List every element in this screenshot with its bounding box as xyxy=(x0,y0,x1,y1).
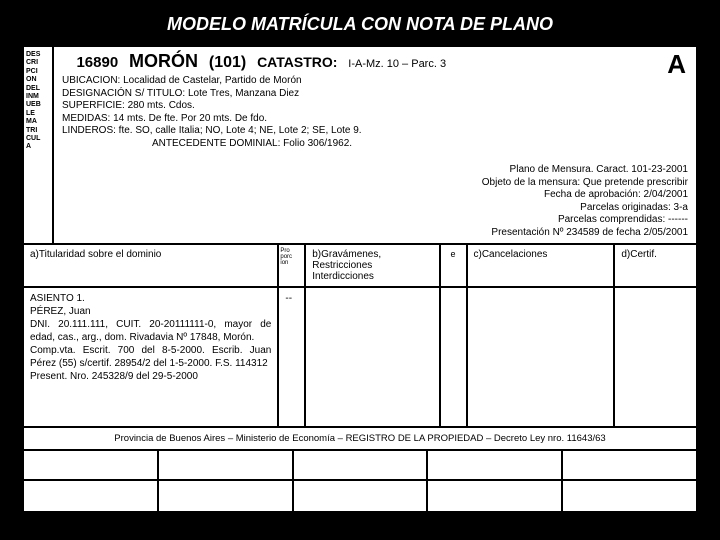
col-b-header: b)Gravámenes, Restricciones Interdiccion… xyxy=(306,245,440,286)
plano-l6: Presentación Nº 234589 de fecha 2/05/200… xyxy=(62,227,688,240)
page-title: MODELO MATRÍCULA CON NOTA DE PLANO xyxy=(22,14,698,35)
catastro-label: CATASTRO: xyxy=(257,54,337,70)
plano-l1: Plano de Mensura. Caract. 101-23-2001 xyxy=(62,164,688,177)
localidad: MORÓN xyxy=(129,51,198,71)
empty-cell xyxy=(428,481,563,511)
empty-cell xyxy=(159,481,294,511)
e-cell xyxy=(441,288,468,426)
plano-l4: Parcelas originadas: 3-a xyxy=(62,202,688,215)
col-e-header: e xyxy=(441,245,468,286)
ubicacion: UBICACION: Localidad de Castelar, Partid… xyxy=(62,75,688,88)
footer-text: Provincia de Buenos Aires – Ministerio d… xyxy=(24,428,696,451)
linderos: LINDEROS: fte. SO, calle Italia; NO, Lot… xyxy=(62,125,688,138)
content-row: ASIENTO 1. PÉREZ, Juan DNI. 20.111.111, … xyxy=(24,288,696,428)
gravamenes-cell xyxy=(306,288,440,426)
col-d-header: d)Certif. xyxy=(615,245,696,286)
medidas: MEDIDAS: 14 mts. De fte. Por 20 mts. De … xyxy=(62,113,688,126)
plano-l5: Parcelas comprendidas: ------ xyxy=(62,214,688,227)
empty-cell xyxy=(24,451,159,479)
top-section: DES CRI PCI ON DEL INM UEB LE MA TRI CUL… xyxy=(24,47,696,245)
superficie: SUPERFICIE: 280 mts. Cdos. xyxy=(62,100,688,113)
empty-cell xyxy=(428,451,563,479)
catastro-value: I-A-Mz. 10 – Parc. 3 xyxy=(348,58,446,70)
asiento-text: ASIENTO 1. PÉREZ, Juan DNI. 20.111.111, … xyxy=(24,288,279,426)
certif-cell xyxy=(615,288,696,426)
antecedente: ANTECEDENTE DOMINIAL: Folio 306/1962. xyxy=(62,138,688,151)
col-p-header: Pro porc ion xyxy=(279,245,306,286)
empty-cell xyxy=(294,451,429,479)
empty-row-1 xyxy=(24,451,696,481)
plano-block: Plano de Mensura. Caract. 101-23-2001 Ob… xyxy=(62,164,688,239)
document-card: DES CRI PCI ON DEL INM UEB LE MA TRI CUL… xyxy=(22,45,698,513)
empty-cell xyxy=(563,451,696,479)
plano-l2: Objeto de la mensura: Que pretende presc… xyxy=(62,177,688,190)
asiento-prop: -- xyxy=(279,288,306,426)
column-headers: a)Titularidad sobre el dominio Pro porc … xyxy=(24,245,696,288)
folio-letter: A xyxy=(667,49,686,80)
designacion: DESIGNACIÓN S/ TITULO: Lote Tres, Manzan… xyxy=(62,88,688,101)
col-a-header: a)Titularidad sobre el dominio xyxy=(24,245,279,286)
empty-cell xyxy=(159,451,294,479)
empty-cell xyxy=(24,481,159,511)
header-line: 16890 MORÓN (101) CATASTRO: I-A-Mz. 10 –… xyxy=(62,51,688,72)
numero: 16890 xyxy=(76,54,118,71)
description-block: UBICACION: Localidad de Castelar, Partid… xyxy=(62,75,688,150)
empty-cell xyxy=(563,481,696,511)
plano-l3: Fecha de aprobación: 2/04/2001 xyxy=(62,189,688,202)
side-label: DES CRI PCI ON DEL INM UEB LE MA TRI CUL… xyxy=(24,47,54,243)
cancelaciones-cell xyxy=(468,288,616,426)
main-description: A 16890 MORÓN (101) CATASTRO: I-A-Mz. 10… xyxy=(54,47,696,243)
codigo: (101) xyxy=(209,54,246,71)
empty-row-2 xyxy=(24,481,696,511)
empty-cell xyxy=(294,481,429,511)
col-c-header: c)Cancelaciones xyxy=(468,245,616,286)
